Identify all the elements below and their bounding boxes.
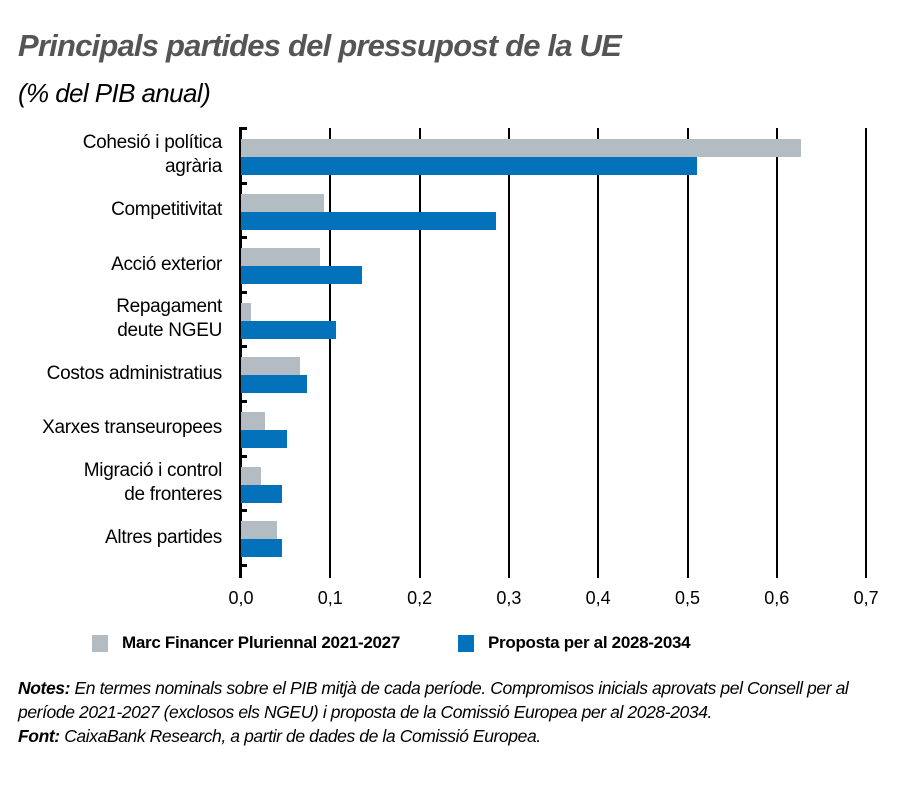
category-label: Xarxes transeuropees (42, 417, 222, 439)
source-line: Font: CaixaBank Research, a partir de da… (18, 724, 888, 748)
bar-2021-2027 (241, 412, 266, 430)
legend-label: Marc Financer Pluriennal 2021-2027 (122, 633, 400, 652)
bar-chart-plot: 0,0 0,1 0,2 0,3 0,4 0,5 0,6 0,7 Cohesió i políti… (42, 127, 879, 608)
y-tick (239, 181, 247, 185)
legend-item-2021-2027: Marc Financer Pluriennal 2021-2027 (92, 633, 400, 653)
x-tick-label: 0,1 (317, 588, 343, 608)
notes-label: Notes: (18, 678, 71, 698)
gridline (686, 128, 689, 578)
x-tick-label: 0,5 (674, 588, 701, 608)
bar-2028-2034 (241, 266, 362, 285)
y-tick (239, 400, 247, 403)
chart-subtitle: (% del PIB anual) (18, 78, 211, 108)
y-tick (239, 345, 247, 349)
source-label: Font: (18, 726, 60, 746)
legend-swatch-gray (92, 634, 108, 652)
bar-2028-2034 (241, 211, 496, 230)
category-label: Competitivitat (111, 198, 222, 220)
bar-2021-2027 (241, 466, 261, 485)
category-label: Cohesió i política agrària (82, 132, 223, 178)
bar-2021-2027 (241, 248, 320, 267)
gridline (418, 128, 421, 578)
category-label: Altres partides (105, 526, 222, 548)
legend-item-2028-2034: Proposta per al 2028-2034 (458, 633, 691, 653)
y-tick (239, 509, 247, 513)
bar-2021-2027 (241, 302, 251, 321)
legend-label: Proposta per al 2028-2034 (488, 633, 691, 652)
bar-2028-2034 (241, 157, 698, 175)
bar-2028-2034 (241, 430, 288, 448)
category-label: Acció exterior (111, 253, 222, 275)
chart-legend: Marc Financer Pluriennal 2021-2027 Propo… (92, 633, 748, 653)
x-tick-label: 0,7 (853, 588, 879, 608)
gridline (507, 128, 510, 578)
x-tick-label: 0,4 (585, 588, 611, 608)
bar-2028-2034 (241, 320, 336, 339)
bar-2028-2034 (241, 484, 283, 503)
bar-2028-2034 (241, 375, 308, 394)
source-text: CaixaBank Research, a partir de dades de… (59, 726, 541, 746)
category-label: Costos administratius (46, 362, 223, 384)
bar-2021-2027 (241, 139, 801, 157)
bar-2021-2027 (241, 357, 300, 376)
category-label: Repagament deute NGEU (116, 296, 222, 342)
legend-swatch-blue (458, 634, 474, 652)
gridline (775, 128, 778, 578)
gridline (597, 128, 600, 578)
y-tick (239, 454, 247, 458)
x-tick-label: 0,0 (228, 588, 254, 608)
y-tick (239, 236, 247, 240)
bar-2021-2027 (241, 521, 277, 540)
y-tick (239, 290, 247, 294)
chart-notes: Notes: En termes nominals sobre el PIB m… (18, 676, 888, 748)
y-tick (239, 127, 247, 130)
notes-text: En termes nominals sobre el PIB mitjà de… (18, 678, 849, 722)
chart-title: Principals partides del pressupost de la… (18, 28, 622, 63)
notes-line: Notes: En termes nominals sobre el PIB m… (18, 676, 888, 724)
category-label: Migració i control de fronteres (83, 459, 223, 505)
bar-2021-2027 (241, 193, 325, 212)
x-tick-label: 0,2 (407, 588, 433, 608)
gridline (865, 128, 868, 578)
bar-2028-2034 (241, 539, 283, 558)
x-tick-label: 0,3 (496, 588, 522, 608)
x-tick-label: 0,6 (764, 588, 790, 608)
y-axis (239, 128, 242, 578)
y-tick (239, 563, 247, 567)
gridline (329, 128, 332, 578)
